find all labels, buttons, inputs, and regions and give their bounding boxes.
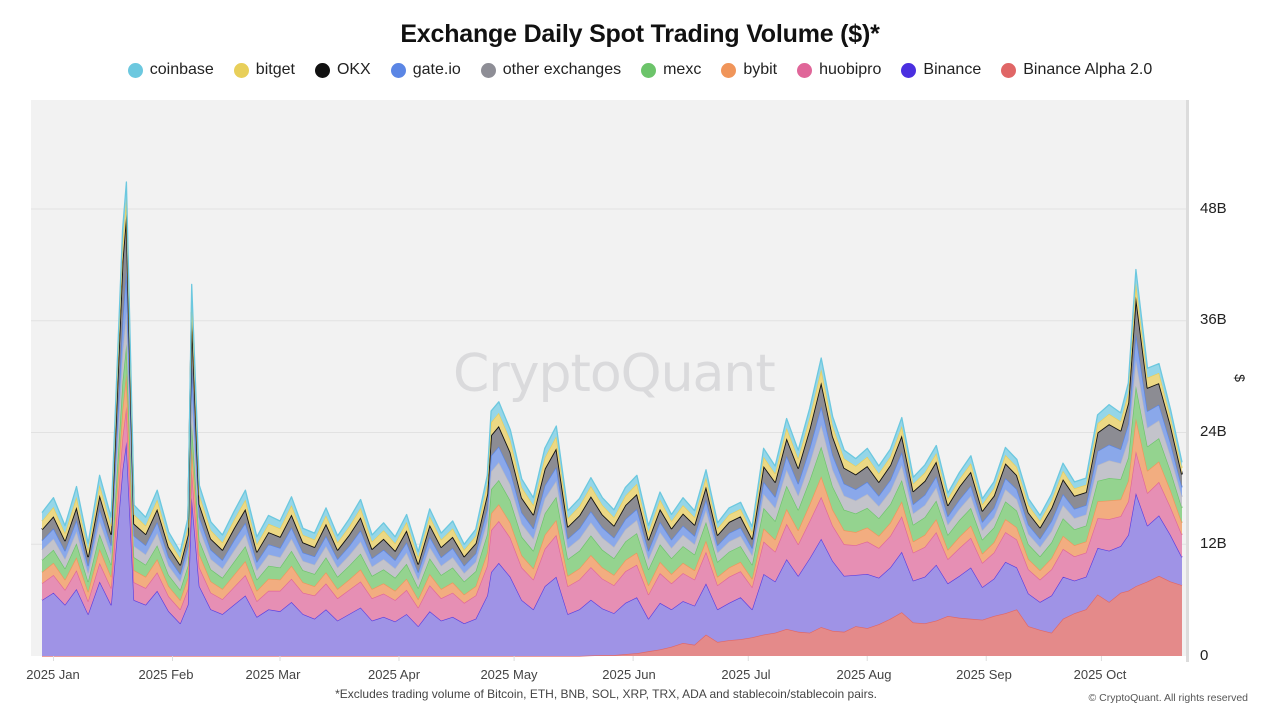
- legend-item-binance[interactable]: Binance: [901, 61, 981, 79]
- legend-item-huobipro[interactable]: huobipro: [797, 61, 881, 79]
- x-tick-label: 2025 Mar: [245, 667, 301, 682]
- legend-label: huobipro: [819, 61, 882, 78]
- legend-label: Binance Alpha 2.0: [1023, 61, 1153, 78]
- watermark: CryptoQuant: [453, 344, 776, 404]
- legend-item-bybit[interactable]: bybit: [721, 61, 777, 79]
- y-tick-label: 0: [1200, 647, 1209, 664]
- legend-item-other-exchanges[interactable]: other exchanges: [480, 61, 622, 79]
- legend-swatch-gateio: [390, 62, 406, 78]
- legend-label: other exchanges: [502, 61, 622, 78]
- area-binance-alpha-2-0[interactable]: [42, 575, 1182, 656]
- legend-swatch-huobipro: [797, 62, 813, 78]
- legend-label: OKX: [336, 61, 371, 78]
- legend-swatch-bybit: [721, 62, 737, 78]
- x-tick-label: 2025 Jul: [721, 667, 771, 682]
- legend-swatch-mexc: [641, 62, 657, 78]
- legend-swatch-bitget: [233, 62, 249, 78]
- y-tick-label: 36B: [1200, 311, 1227, 328]
- y-axis-line: [1186, 100, 1189, 662]
- legend-item-mexc[interactable]: mexc: [641, 61, 701, 79]
- legend-swatch-binance-alpha: [1001, 62, 1017, 78]
- legend-item-gateio[interactable]: gate.io: [390, 61, 461, 79]
- legend-swatch-coinbase: [127, 62, 143, 78]
- legend-swatch-okx: [314, 62, 330, 78]
- legend-item-bitget[interactable]: bitget: [233, 61, 295, 79]
- chart-legend: coinbase bitget OKX gate.io other exchan…: [0, 61, 1280, 79]
- chart-title: Exchange Daily Spot Trading Volume ($)*: [400, 20, 880, 48]
- y-axis-label: $: [1231, 374, 1248, 382]
- x-tick-label: 2025 Jun: [602, 667, 656, 682]
- x-tick-label: 2025 May: [480, 667, 538, 682]
- footnote: *Excludes trading volume of Bitcoin, ETH…: [335, 687, 877, 701]
- legend-label: mexc: [663, 61, 702, 78]
- area-binance[interactable]: [42, 441, 1182, 656]
- y-tick-label: 12B: [1200, 535, 1227, 552]
- x-tick-label: 2025 Jan: [26, 667, 80, 682]
- legend-label: bybit: [743, 61, 778, 78]
- legend-swatch-other-exchanges: [480, 62, 496, 78]
- legend-label: Binance: [923, 61, 982, 78]
- legend-label: gate.io: [412, 61, 461, 78]
- x-tick-label: 2025 Apr: [367, 667, 421, 682]
- legend-item-binance-alpha[interactable]: Binance Alpha 2.0: [1001, 61, 1152, 79]
- legend-item-okx[interactable]: OKX: [314, 61, 371, 79]
- x-tick-label: 2025 Feb: [138, 667, 194, 682]
- x-tick-label: 2025 Oct: [1073, 667, 1127, 682]
- x-tick-label: 2025 Aug: [836, 667, 892, 682]
- line-coinbase: [41, 181, 1183, 553]
- y-tick-label: 48B: [1200, 200, 1227, 217]
- legend-swatch-binance: [901, 62, 917, 78]
- legend-item-coinbase[interactable]: coinbase: [127, 61, 214, 79]
- y-tick-label: 24B: [1200, 423, 1227, 440]
- copyright: © CryptoQuant. All rights reserved: [1088, 692, 1248, 704]
- legend-label: bitget: [255, 61, 295, 78]
- x-tick-label: 2025 Sep: [956, 667, 1012, 682]
- legend-label: coinbase: [149, 61, 214, 78]
